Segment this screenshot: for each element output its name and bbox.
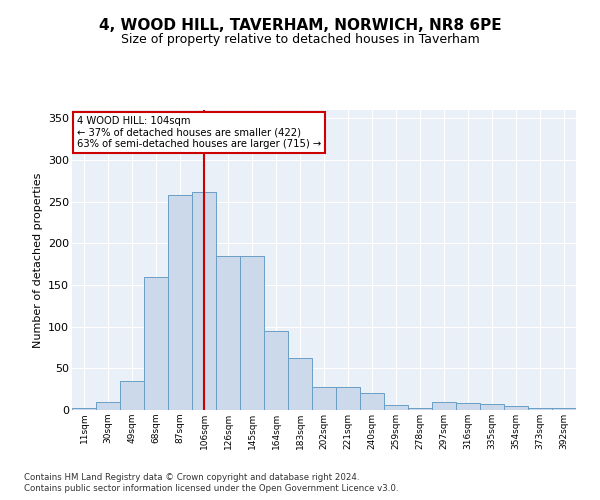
Bar <box>72 408 96 410</box>
Text: Contains public sector information licensed under the Open Government Licence v3: Contains public sector information licen… <box>24 484 398 493</box>
Text: Contains HM Land Registry data © Crown copyright and database right 2024.: Contains HM Land Registry data © Crown c… <box>24 472 359 482</box>
Bar <box>360 394 384 410</box>
Bar <box>432 402 456 410</box>
Bar <box>288 358 312 410</box>
Text: 4 WOOD HILL: 104sqm
← 37% of detached houses are smaller (422)
63% of semi-detac: 4 WOOD HILL: 104sqm ← 37% of detached ho… <box>77 116 321 149</box>
Bar <box>96 402 120 410</box>
Y-axis label: Number of detached properties: Number of detached properties <box>32 172 43 348</box>
Bar <box>384 405 408 410</box>
Bar <box>528 408 552 410</box>
Bar <box>216 256 240 410</box>
Bar <box>168 195 192 410</box>
Bar <box>456 404 480 410</box>
Bar <box>552 408 576 410</box>
Text: Size of property relative to detached houses in Taverham: Size of property relative to detached ho… <box>121 32 479 46</box>
Text: 4, WOOD HILL, TAVERHAM, NORWICH, NR8 6PE: 4, WOOD HILL, TAVERHAM, NORWICH, NR8 6PE <box>98 18 502 32</box>
Bar <box>480 404 504 410</box>
Bar <box>408 408 432 410</box>
Bar <box>336 386 360 410</box>
Bar <box>144 276 168 410</box>
Bar <box>120 381 144 410</box>
Bar <box>240 256 264 410</box>
Bar <box>192 192 216 410</box>
Bar <box>312 386 336 410</box>
Bar <box>264 331 288 410</box>
Bar <box>504 406 528 410</box>
